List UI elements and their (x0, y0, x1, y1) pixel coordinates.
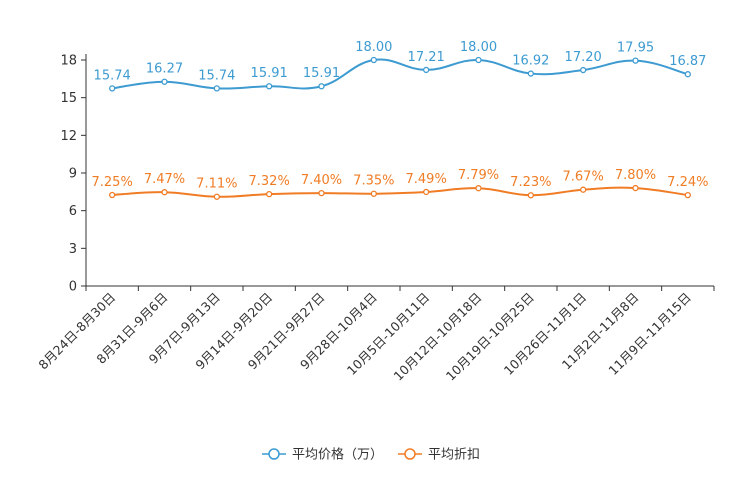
data-point (475, 185, 482, 192)
data-point (684, 71, 691, 78)
data-point (423, 188, 430, 196)
data-label: 15.91 (303, 66, 340, 81)
data-label: 15.91 (251, 66, 288, 81)
legend[interactable]: 平均价格（万） 平均折扣 (262, 447, 480, 463)
data-point (266, 190, 273, 198)
series-line-1 (112, 58, 689, 90)
data-label: 7.40% (301, 173, 342, 188)
x-tick-label: 10月12日-10月18日 (390, 290, 484, 384)
data-label: 7.23% (510, 175, 551, 190)
data-point (370, 56, 377, 64)
data-label: 7.49% (406, 172, 447, 187)
data-label: 17.21 (408, 50, 445, 65)
data-label: 7.32% (249, 174, 290, 189)
data-label: 15.74 (198, 68, 235, 83)
y-tick-label: 9 (69, 167, 77, 182)
legend-marker-icon (404, 448, 416, 460)
data-label: 7.80% (615, 168, 656, 183)
data-label: 17.95 (617, 41, 654, 56)
data-label: 18.00 (460, 40, 497, 55)
data-point (632, 184, 639, 192)
axes: 03691215188月24日-8月30日8月31日-9月6日9月7日-9月13… (35, 54, 715, 384)
y-tick-label: 15 (60, 91, 77, 106)
y-tick-label: 0 (69, 280, 77, 295)
data-point (527, 192, 534, 199)
legend-marker-icon (268, 448, 280, 460)
data-point (109, 191, 116, 199)
data-label: 16.87 (669, 54, 706, 69)
data-label: 16.92 (512, 54, 549, 69)
series-line-2 (112, 186, 688, 198)
legend-item-1[interactable]: 平均价格（万） (262, 447, 383, 463)
data-label: 7.11% (196, 177, 237, 192)
data-point (370, 190, 377, 197)
data-point (580, 186, 587, 193)
data-point (580, 66, 587, 74)
data-point (527, 70, 534, 77)
data-label: 7.24% (667, 175, 708, 190)
legend-label: 平均折扣 (428, 448, 480, 463)
data-point (161, 189, 168, 196)
data-labels: 15.74 16.27 15.74 15.91 15.91 18.00 17.21 18.00… (92, 40, 709, 192)
data-point (632, 57, 639, 64)
data-point (266, 83, 273, 90)
y-tick-label: 6 (69, 204, 77, 219)
data-point (109, 85, 116, 92)
data-label: 18.00 (355, 40, 392, 55)
data-point (684, 191, 691, 199)
data-label: 7.25% (92, 175, 133, 190)
data-label: 7.67% (563, 170, 604, 185)
data-point (475, 56, 482, 64)
data-point (318, 189, 325, 197)
y-tick-label: 12 (60, 129, 77, 144)
data-point (318, 83, 325, 90)
data-point (161, 78, 168, 85)
data-point (213, 193, 220, 200)
data-point (423, 66, 430, 74)
data-label: 7.47% (144, 172, 185, 187)
data-point (213, 85, 220, 92)
data-label: 7.79% (458, 168, 499, 183)
data-label: 16.27 (146, 62, 183, 77)
y-tick-label: 18 (60, 54, 77, 69)
y-tick-label: 3 (69, 242, 77, 257)
series-layer (109, 56, 691, 200)
legend-label: 平均价格（万） (292, 447, 383, 463)
legend-item-2[interactable]: 平均折扣 (398, 448, 480, 463)
data-label: 17.20 (565, 50, 602, 65)
x-tick-label: 10月19日-10月25日 (443, 290, 537, 384)
data-label: 15.74 (94, 68, 131, 83)
data-label: 7.35% (353, 174, 394, 189)
